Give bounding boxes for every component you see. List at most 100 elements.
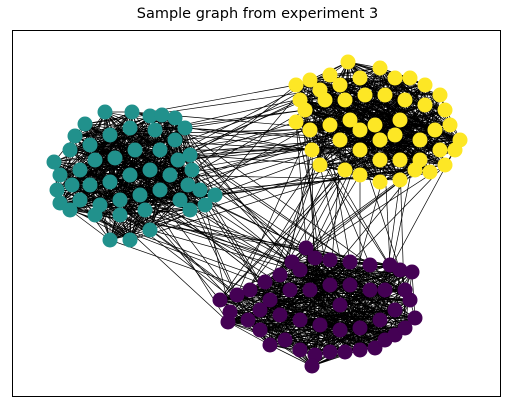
graph-edge: [56, 189, 386, 291]
graph-edge: [79, 169, 341, 306]
graph-node-yellow: [352, 70, 368, 86]
graph-node-teal: [137, 202, 153, 218]
graph-node-purple: [252, 302, 268, 318]
graph-edge: [309, 129, 381, 183]
graph-edge: [184, 127, 456, 151]
graph-node-purple: [352, 342, 368, 358]
graph-edge: [279, 304, 341, 316]
graph-node-purple: [322, 252, 338, 268]
graph-node-yellow: [417, 77, 433, 93]
graph-node-teal: [102, 174, 118, 190]
graph-node-purple: [312, 317, 328, 333]
graph-edge: [295, 121, 311, 291]
graph-node-teal: [180, 177, 196, 193]
graph-edge: [109, 94, 441, 183]
graph-edge: [94, 189, 161, 216]
graph-node-yellow: [317, 92, 333, 108]
graph-node-teal: [67, 128, 83, 144]
graph-node-purple: [362, 282, 378, 298]
graph-node-yellow: [392, 112, 408, 128]
graph-edge: [189, 154, 301, 271]
graph-node-yellow: [304, 142, 320, 158]
graph-node-purple: [367, 340, 383, 356]
graph-node-purple: [377, 282, 393, 298]
graph-node-teal: [177, 120, 193, 136]
graph-edge: [339, 309, 396, 331]
graph-edge: [279, 169, 416, 276]
graph-edge: [299, 319, 361, 351]
graph-node-teal: [207, 187, 223, 203]
graph-node-yellow: [332, 77, 348, 93]
graph-edge: [349, 261, 406, 291]
graph-node-teal: [197, 197, 213, 213]
graph-edge: [84, 84, 297, 125]
graph-node-purple: [229, 287, 245, 303]
graph-edge: [69, 209, 111, 241]
graph-node-yellow: [297, 102, 313, 118]
graph-node-purple: [220, 314, 236, 330]
graph-edge: [311, 149, 381, 161]
graph-node-teal: [147, 122, 163, 138]
graph-edge: [89, 144, 231, 313]
graph-node-yellow: [387, 127, 403, 143]
graph-node-yellow: [397, 92, 413, 108]
graph-edge: [359, 159, 421, 176]
graph-edge: [99, 127, 131, 206]
graph-edge: [69, 209, 396, 336]
graph-node-yellow: [312, 157, 328, 173]
graph-node-yellow: [337, 92, 353, 108]
graph-node-teal: [87, 152, 103, 168]
graph-edge: [69, 111, 133, 151]
graph-node-purple: [322, 344, 338, 360]
graph-edge: [309, 261, 351, 291]
graph-node-teal: [82, 177, 98, 193]
graph-node-purple: [298, 240, 314, 256]
graph-node-purple: [282, 282, 298, 298]
figure-title: Sample graph from experiment 3: [136, 6, 379, 22]
plot-frame: [12, 30, 501, 397]
graph-node-yellow: [402, 70, 418, 86]
graph-node-teal: [102, 127, 118, 143]
graph-edge: [349, 284, 381, 321]
graph-node-teal: [142, 162, 158, 178]
graph-node-yellow: [288, 114, 304, 130]
graph-edge: [304, 109, 371, 266]
graph-node-teal: [62, 142, 78, 158]
graph-node-teal: [87, 207, 103, 223]
graph-node-purple: [362, 257, 378, 273]
graph-node-teal: [62, 202, 78, 218]
graph-edge: [69, 149, 291, 291]
graph-node-teal: [49, 182, 65, 198]
graph-node-yellow: [412, 132, 428, 148]
graph-node-yellow: [342, 112, 358, 128]
graph-node-purple: [252, 322, 268, 338]
graph-node-teal: [112, 207, 128, 223]
graph-node-teal: [124, 104, 140, 120]
graph-edge: [189, 154, 351, 263]
graph-node-purple: [302, 282, 318, 298]
graph-edge: [379, 67, 426, 86]
graph-node-yellow: [340, 54, 356, 70]
graph-edge: [309, 67, 381, 81]
graph-node-yellow: [322, 67, 338, 83]
graph-edge: [79, 199, 371, 266]
graph-edge: [299, 99, 331, 353]
graph-node-yellow: [352, 142, 368, 158]
graph-edge: [99, 74, 331, 206]
graph-edge: [94, 139, 461, 161]
graph-edge: [53, 161, 229, 323]
graph-node-yellow: [442, 117, 458, 133]
graph-node-yellow: [302, 72, 318, 88]
graph-node-purple: [322, 277, 338, 293]
graph-edge: [94, 214, 307, 249]
graph-node-purple: [212, 292, 228, 308]
graph-edge: [159, 84, 341, 151]
graph-node-purple: [397, 320, 413, 336]
graph-node-yellow: [332, 132, 348, 148]
graph-node-teal: [184, 162, 200, 178]
graph-node-teal: [52, 167, 68, 183]
graph-edge: [114, 139, 341, 159]
graph-node-yellow: [422, 164, 438, 180]
graph-edge: [359, 289, 386, 329]
